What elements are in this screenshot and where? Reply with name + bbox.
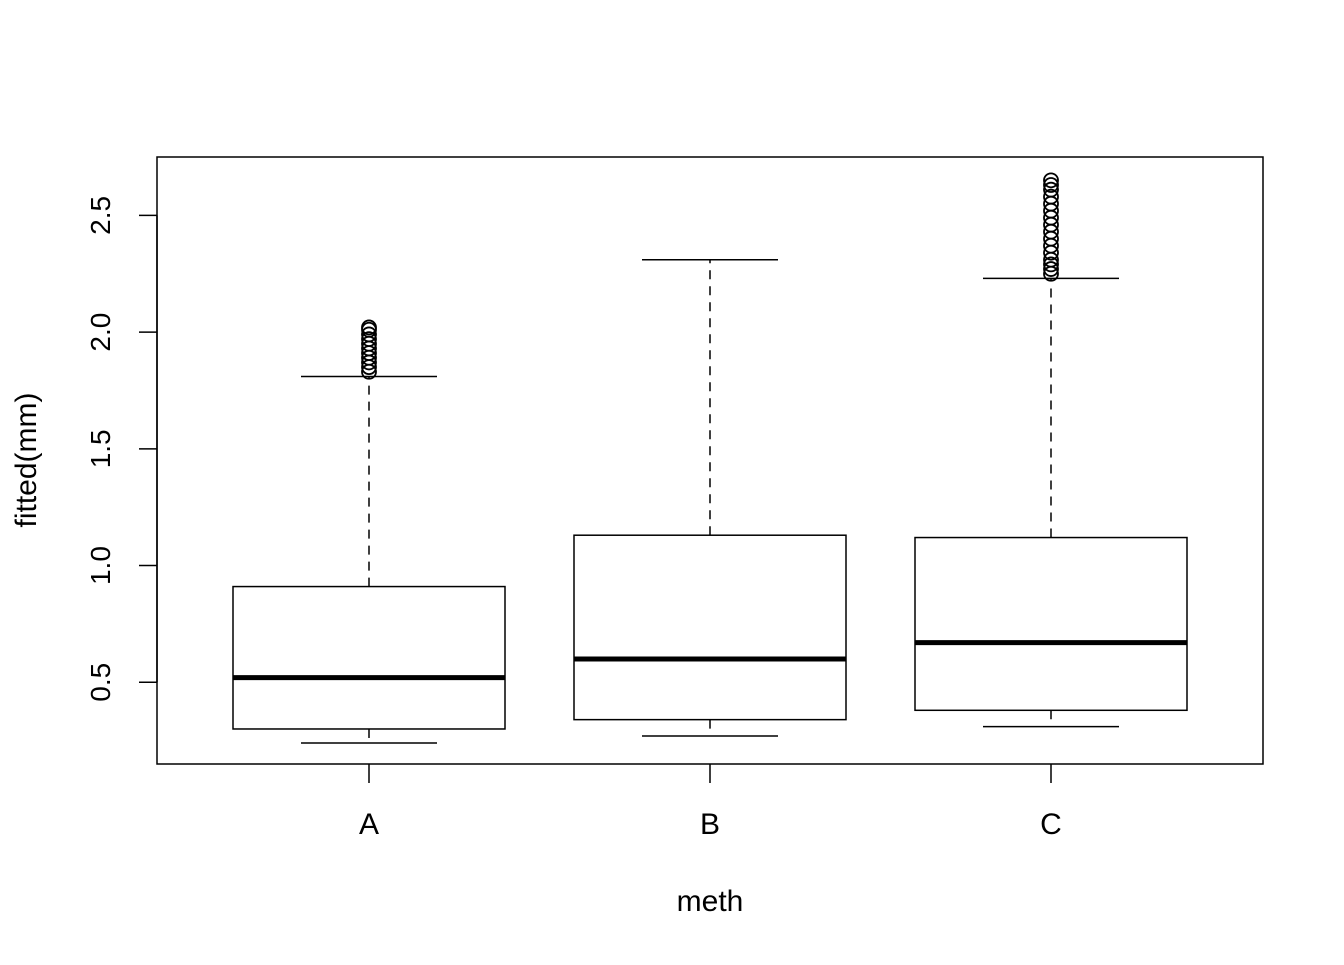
outlier-point <box>361 319 377 336</box>
outlier-point <box>361 326 377 343</box>
outlier-point <box>1043 256 1059 273</box>
x-axis-label: meth <box>677 885 744 918</box>
iqr-box <box>573 534 847 721</box>
outlier-point <box>1043 188 1059 205</box>
box-group-c <box>914 172 1188 728</box>
outlier-point <box>1043 177 1059 193</box>
iqr-box <box>232 585 506 730</box>
x-tick-label: B <box>700 808 720 841</box>
x-tick-label: A <box>359 808 379 841</box>
box-group-a <box>232 319 506 744</box>
boxes-layer <box>232 172 1188 744</box>
y-axis-label: fitted(mm) <box>10 393 43 528</box>
box-group-b <box>573 258 847 737</box>
x-tick-label: C <box>1040 808 1062 841</box>
y-tick-label: 0.5 <box>85 663 116 702</box>
y-tick-label: 1.0 <box>85 546 116 585</box>
outlier-point <box>1043 261 1059 277</box>
outlier-point <box>361 331 377 348</box>
outlier-point <box>1043 181 1059 198</box>
y-axis: 0.5 1.0 1.5 2.0 2.5 <box>85 196 158 702</box>
outlier-point <box>1043 172 1059 189</box>
y-tick-label: 2.0 <box>85 313 116 352</box>
x-axis: A B C <box>359 764 1062 841</box>
y-tick-label: 1.5 <box>85 429 116 468</box>
y-tick-label: 2.5 <box>85 196 116 235</box>
iqr-box <box>914 536 1188 712</box>
